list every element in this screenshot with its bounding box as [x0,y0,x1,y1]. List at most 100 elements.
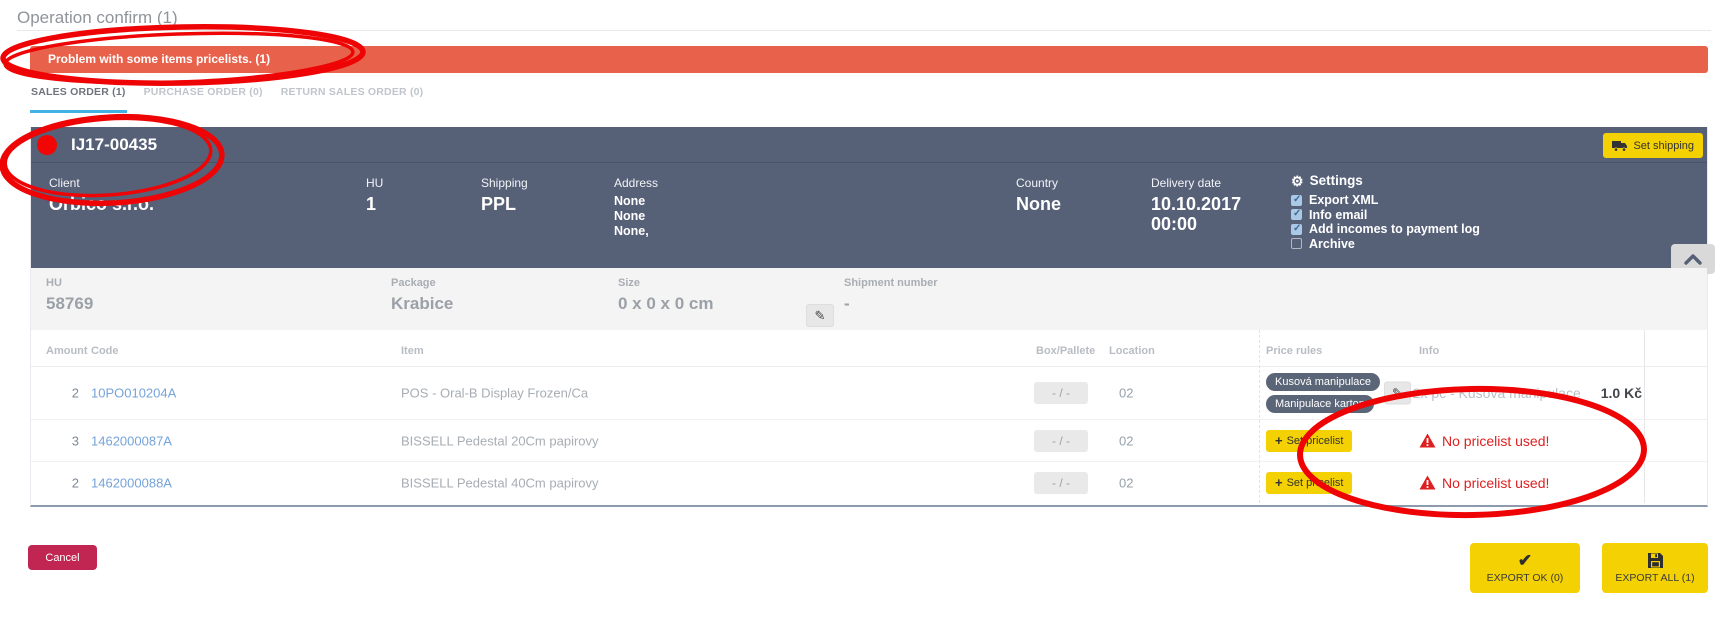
package-size: Size 0 x 0 x 0 cm [618,277,713,314]
tab-bar: SALES ORDER (1) PURCHASE ORDER (0) RETUR… [30,84,424,113]
delivery-date-value: 10.10.2017 [1151,194,1242,214]
box-pallete-header: Box/Pallete [1036,345,1096,357]
warning-triangle-icon [1419,475,1436,490]
cancel-button[interactable]: Cancel [28,545,97,570]
field-address: Address None None None, [614,176,658,239]
setting-export-xml: Export XML [1291,193,1480,208]
address-label: Address [614,176,659,190]
table-row: 2 10PO010204A POS - Oral-B Display Froze… [31,367,1707,420]
table-row: 2 1462000088A BISSELL Pedestal 40Cm papi… [31,462,1707,503]
alert-message: Problem with some items pricelists. (1) [48,52,271,66]
shipping-label: Shipping [481,176,528,190]
set-pricelist-button[interactable]: + Set pricelist [1266,429,1353,452]
row-code-link[interactable]: 10PO010204A [91,385,177,401]
settings-panel: ⚙ Settings Export XML Info email Add inc… [1291,173,1480,251]
package-hu: HU 58769 [46,277,93,314]
package-hu-value: 58769 [46,294,94,313]
size-label: Size [618,277,641,289]
items-table-header: Amount Code Item Box/Pallete Location Pr… [31,330,1707,367]
set-pricelist-button[interactable]: + Set pricelist [1266,471,1353,494]
address-line-2: None [614,209,646,223]
set-pricelist-label: Set pricelist [1286,434,1344,447]
column-divider-dashed [1259,330,1260,503]
setting-info-email: Info email [1291,208,1480,223]
edit-size-button[interactable]: ✎ [806,304,834,327]
title-divider [17,30,1711,31]
hu-value: 1 [366,194,377,214]
warning-text: No pricelist used! [1442,432,1550,449]
add-incomes-checkbox[interactable] [1291,223,1302,235]
address-line-1: None [614,194,646,208]
country-value: None [1016,194,1061,214]
shipment-number-value: - [844,294,850,313]
gear-icon: ⚙ [1291,172,1304,189]
tab-return-sales-order[interactable]: RETURN SALES ORDER (0) [280,86,424,98]
row-amount: 2 [71,385,79,401]
package-shipment: Shipment number - [844,277,938,314]
table-row: 3 1462000087A BISSELL Pedestal 20Cm papi… [31,420,1707,462]
plus-icon: + [1275,433,1283,448]
hu-label: HU [366,176,384,190]
pricelist-warning: No pricelist used! [1419,475,1549,491]
alert-banner: Problem with some items pricelists. (1) [30,46,1708,73]
location-header: Location [1109,345,1155,357]
row-item: POS - Oral-B Display Frozen/Ca [401,385,589,401]
info-email-checkbox[interactable] [1291,208,1302,221]
package-label: Package [391,277,436,289]
package-type: Package Krabice [391,277,453,314]
info-price: 1.0 Kč [1600,385,1642,401]
client-value: Orbico s.r.o. [49,194,155,214]
tab-sales-order[interactable]: SALES ORDER (1) [30,84,127,113]
save-floppy-icon [1647,553,1663,568]
warning-triangle-icon [1419,433,1436,448]
code-header: Code [91,345,119,357]
address-line-3: None, [614,224,649,238]
export-ok-button[interactable]: ✔ EXPORT OK (0) [1470,543,1580,593]
order-number: IJ17-00435 [71,135,158,154]
package-row: HU 58769 Package Krabice Size 0 x 0 x 0 … [31,268,1707,330]
export-xml-checkbox[interactable] [1291,194,1302,206]
warning-text: No pricelist used! [1442,474,1550,491]
row-item: BISSELL Pedestal 20Cm papirovy [401,433,599,448]
set-shipping-button[interactable]: Set shipping [1603,133,1703,158]
tab-purchase-order[interactable]: PURCHASE ORDER (0) [143,86,263,98]
truck-icon [1612,140,1628,152]
shipping-value: PPL [481,194,517,214]
status-dot-icon [37,135,57,155]
archive-checkbox[interactable] [1291,238,1302,250]
set-shipping-label: Set shipping [1633,139,1694,152]
export-xml-label: Export XML [1309,193,1379,208]
field-delivery-date: Delivery date 10.10.2017 00:00 [1151,176,1241,234]
country-label: Country [1016,176,1059,190]
order-titlebar: IJ17-00435 Set shipping [31,127,1707,163]
row-code-link[interactable]: 1462000088A [91,475,172,490]
row-amount: 2 [71,475,79,490]
item-header: Item [401,345,424,357]
archive-label: Archive [1309,236,1355,251]
amount-header: Amount [46,345,88,357]
add-incomes-label: Add incomes to payment log [1309,222,1480,237]
row-box-pallete: - / - [1034,429,1088,452]
client-label: Client [49,176,80,190]
order-details: Client Orbico s.r.o. HU 1 Shipping PPL A… [31,163,1715,274]
check-icon: ✔ [1517,551,1533,570]
settings-label: Settings [1309,173,1363,188]
row-info: 2x pc - Kusová manipulace 1.0 Kč [1361,385,1644,401]
row-location: 02 [1119,433,1134,448]
info-email-label: Info email [1309,207,1368,222]
plus-icon: + [1275,475,1283,490]
export-all-button[interactable]: EXPORT ALL (1) [1602,543,1708,593]
setting-archive: Archive [1291,237,1480,252]
info-header: Info [1419,345,1440,357]
row-location: 02 [1119,385,1134,401]
row-code-link[interactable]: 1462000087A [91,433,172,448]
field-client: Client Orbico s.r.o. [49,176,154,215]
export-ok-label: EXPORT OK (0) [1486,572,1564,584]
size-value: 0 x 0 x 0 cm [618,294,714,313]
package-hu-label: HU [46,277,62,289]
shipment-number-label: Shipment number [844,277,938,289]
price-rule-badge: Manipulace karton [1266,395,1374,413]
row-amount: 3 [71,433,79,448]
package-value: Krabice [391,294,454,313]
